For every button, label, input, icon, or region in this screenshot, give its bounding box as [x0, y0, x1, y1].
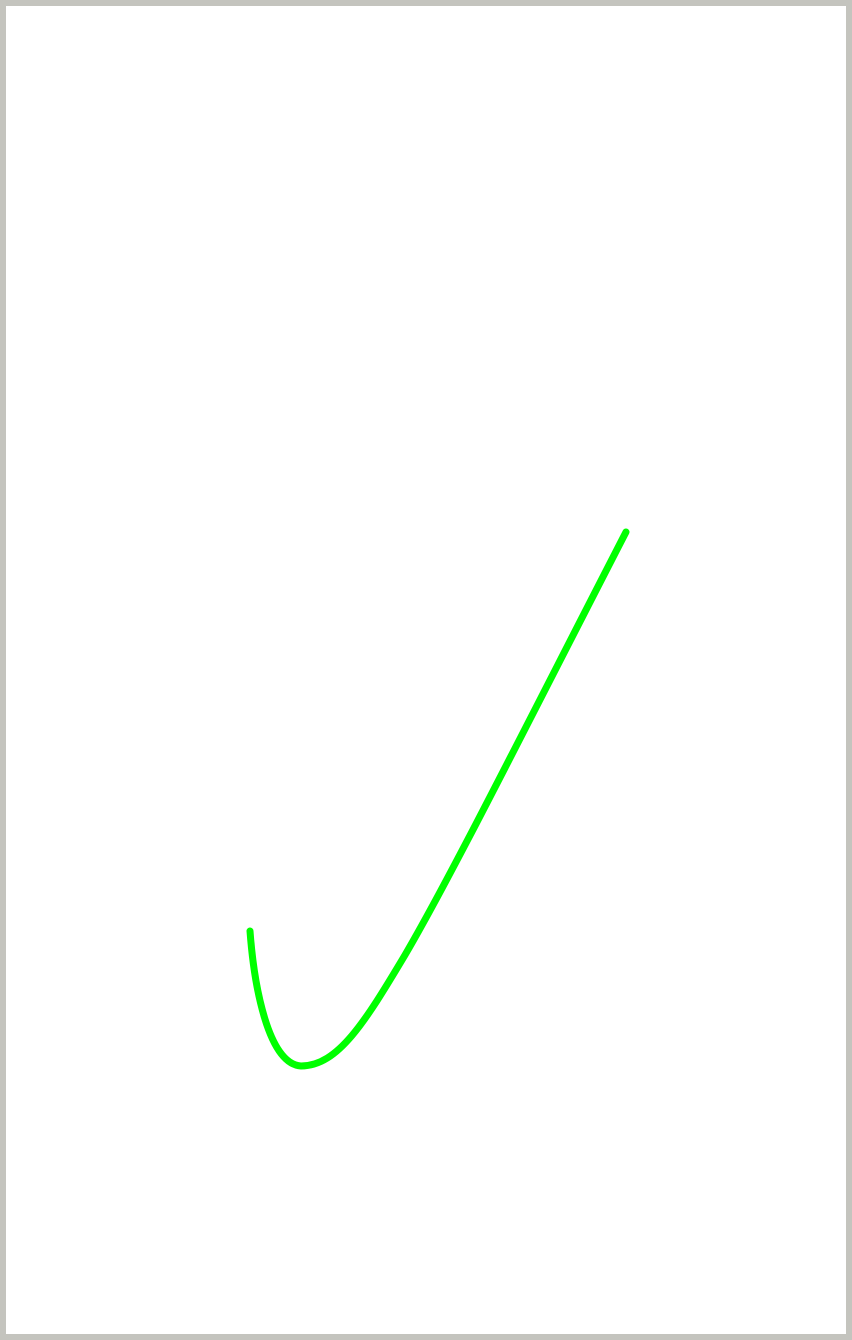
green-stroke [246, 528, 630, 1070]
